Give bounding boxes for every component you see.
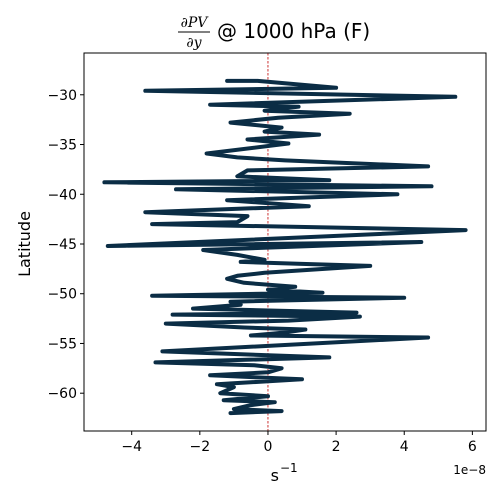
y-tick-label: −55 — [47, 336, 77, 352]
x-axis-label-exponent: −1 — [280, 461, 298, 475]
title-fraction-numerator: ∂PV — [181, 15, 210, 31]
y-axis-label: Latitude — [15, 211, 34, 277]
x-tick-label: 0 — [264, 439, 273, 455]
y-tick-label: −50 — [47, 287, 77, 303]
series-line-0 — [104, 81, 465, 413]
x-axis-label: s — [271, 466, 279, 485]
y-tick-label: −35 — [47, 138, 77, 154]
x-tick-label: −2 — [190, 439, 211, 455]
y-tick-label: −40 — [47, 187, 77, 203]
y-tick-label: −45 — [47, 237, 77, 253]
x-tick-label: −4 — [121, 439, 142, 455]
chart-title: ∂PV ∂y @ 1000 hPa (F) — [178, 15, 370, 51]
title-suffix: @ 1000 hPa (F) — [217, 19, 370, 43]
y-tick-label: −60 — [47, 386, 77, 402]
x-tick-label: 6 — [468, 439, 477, 455]
title-fraction-denominator: ∂y — [186, 35, 202, 51]
y-axis-ticks: −30 −35 −40 −45 −50 −55 −60 — [47, 88, 84, 402]
x-tick-label: 4 — [400, 439, 409, 455]
x-tick-label: 2 — [332, 439, 341, 455]
x-axis-offset-label: 1e−8 — [453, 463, 486, 477]
y-tick-label: −30 — [47, 88, 77, 104]
series-layer — [104, 81, 465, 413]
x-axis-ticks: −4 −2 0 2 4 6 — [121, 431, 477, 455]
